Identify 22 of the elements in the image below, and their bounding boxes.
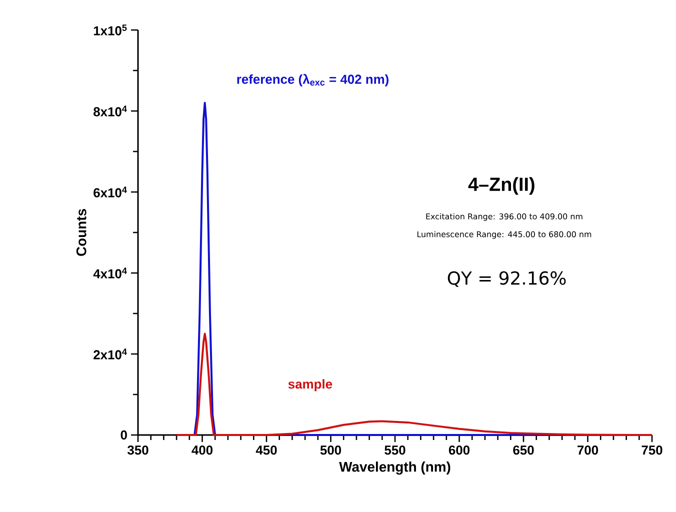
x-tick-label: 600 (448, 446, 470, 455)
y-tick-label: 2x10$^{4}$ (94, 348, 127, 360)
x-tick-label: 700 (578, 446, 598, 455)
x-tick-label: 350 (127, 446, 148, 455)
x-tick-label: 750 (642, 446, 662, 455)
x-tick-label: 650 (513, 446, 534, 455)
line-series (176, 332, 654, 436)
x-axis-title: Wavelength (nm) (339, 462, 450, 475)
annotation: 4–Zn(II) (468, 177, 534, 195)
y-axis-title: Counts (76, 209, 86, 256)
x-tick-label: 400 (192, 446, 213, 455)
x-tick-label: 500 (320, 446, 342, 455)
y-tick-label: 4x10$^{4}$ (93, 268, 127, 278)
text: reference (λ$_{exc}$ = 402 nm) (237, 74, 388, 86)
text: sample (288, 379, 332, 392)
x-tick-label: 450 (256, 446, 277, 455)
annotation: QY = 92.16% (448, 271, 566, 287)
x-tick-label: 550 (384, 446, 406, 455)
y-tick-label: 1x10$^{5}$ (94, 24, 127, 36)
y-tick-label: 6x10$^{4}$ (94, 186, 127, 198)
y-tick-label: 0 (120, 430, 127, 440)
y-tick-label: 8x10$^{4}$ (94, 106, 127, 116)
